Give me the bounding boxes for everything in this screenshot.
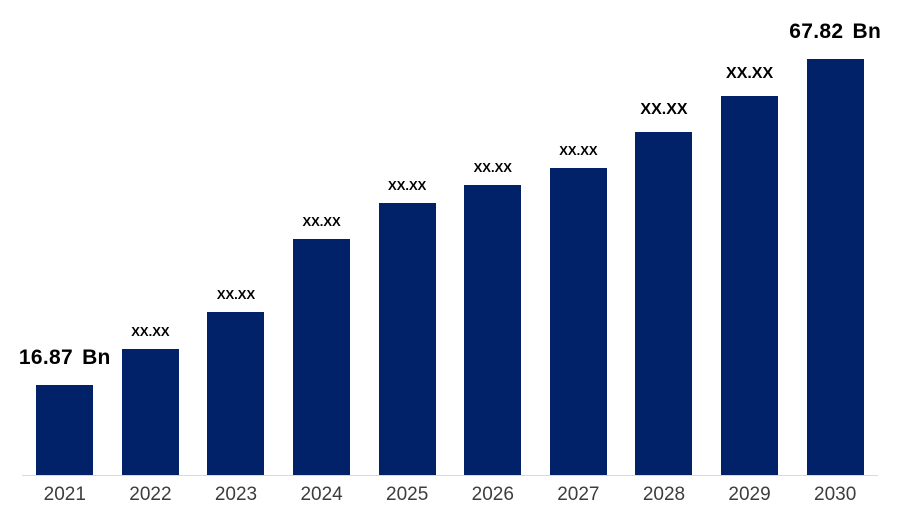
value-label: XX.XX	[559, 142, 598, 158]
x-tick-label: 2030	[814, 484, 857, 505]
x-tick-label: 2026	[471, 484, 514, 505]
value-label: XX.XX	[302, 213, 341, 229]
x-axis-labels: 2021 2022 2023 2024 2025 2026 2027 2028 2029 2030	[22, 484, 878, 505]
bar	[293, 239, 351, 475]
value-label: 67.82 Bn	[789, 19, 882, 43]
bar	[635, 132, 693, 475]
bar	[121, 349, 179, 475]
bar	[549, 168, 607, 475]
bar-column: XX.XX	[707, 65, 793, 475]
value-label: XX.XX	[131, 323, 170, 339]
x-tick-label: 2028	[642, 484, 686, 505]
x-tick-label: 2025	[386, 484, 429, 505]
x-tick-label: 2024	[300, 484, 343, 505]
value-label: XX.XX	[473, 159, 512, 175]
plot-area: 16.87 Bn XX.XX XX.XX XX.XX XX.XX XX.XX XX.XX XX…	[18, 20, 881, 475]
value-label: XX.XX	[388, 177, 427, 193]
x-axis-line	[22, 475, 878, 476]
bar-column: 16.87 Bn	[18, 345, 111, 475]
bar-column: XX.XX	[364, 177, 450, 475]
bar-column: XX.XX	[193, 286, 279, 475]
bar	[36, 385, 94, 475]
value-label: XX.XX	[216, 286, 256, 302]
bar	[378, 203, 436, 475]
bar	[721, 96, 779, 475]
bar	[207, 312, 265, 475]
bar-column: XX.XX	[621, 101, 707, 475]
x-tick-label: 2021	[43, 484, 86, 505]
value-label: XX.XX	[640, 101, 688, 119]
x-tick-label: 2023	[214, 484, 258, 505]
bar-column: XX.XX	[108, 323, 194, 475]
bar	[806, 59, 864, 475]
bar-column: XX.XX	[536, 142, 622, 475]
x-tick-label: 2027	[557, 484, 600, 505]
bar-column: XX.XX	[450, 159, 536, 475]
bar-column: 67.82 Bn	[789, 19, 882, 475]
bar	[464, 185, 522, 475]
x-tick-label: 2029	[728, 484, 771, 505]
x-tick-label: 2022	[129, 484, 172, 505]
value-label: XX.XX	[726, 65, 774, 83]
bar-column: XX.XX	[279, 213, 365, 475]
value-label: 16.87 Bn	[18, 345, 111, 369]
